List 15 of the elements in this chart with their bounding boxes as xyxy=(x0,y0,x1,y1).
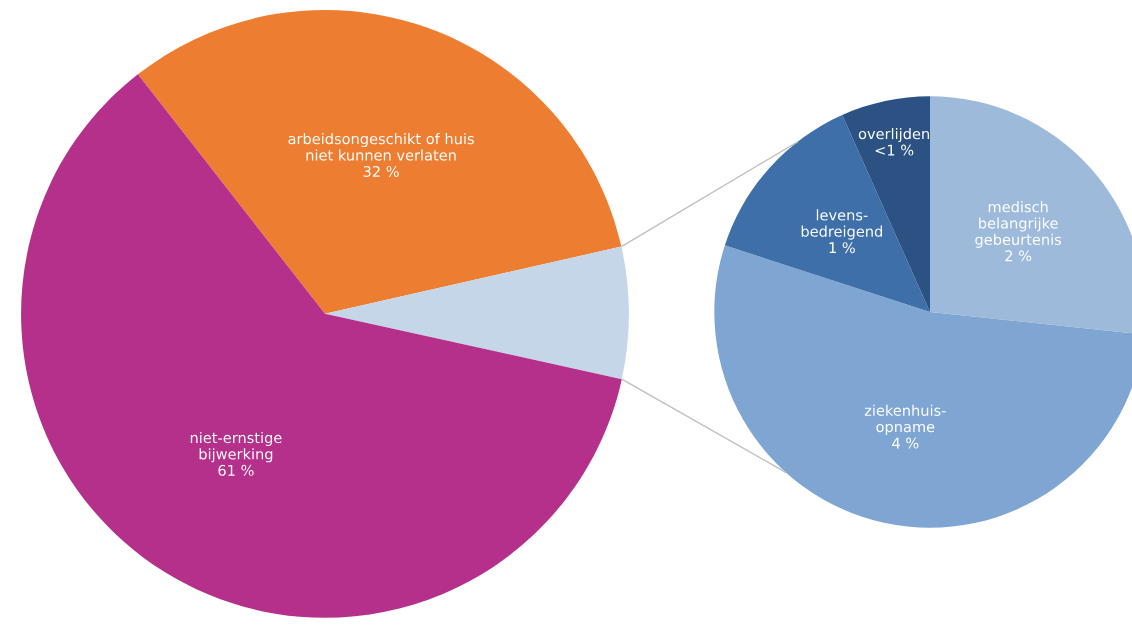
data-label: 61 % xyxy=(218,464,254,476)
slice-label: medisch belangrijke gebeurtenis xyxy=(975,201,1062,248)
pie-slice xyxy=(325,246,629,380)
slice-label: ziekenhuis- opname xyxy=(864,404,946,436)
data-label: 2 % xyxy=(1005,250,1032,262)
slice-label: niet-ernstige bijwerking xyxy=(190,431,282,463)
data-label: 1 % xyxy=(829,242,855,254)
data-label: <1 % xyxy=(875,144,914,156)
pie-slice xyxy=(137,9,622,314)
slice-label: overlijden xyxy=(858,128,929,143)
data-label: 4 % xyxy=(892,437,919,449)
data-label: 32 % xyxy=(363,165,399,177)
pie-slice xyxy=(21,74,622,618)
slice-label: levens- bedreigend xyxy=(801,209,882,240)
slice-label: arbeidsongeschikt of huis niet kunnen verlaten xyxy=(288,133,474,161)
